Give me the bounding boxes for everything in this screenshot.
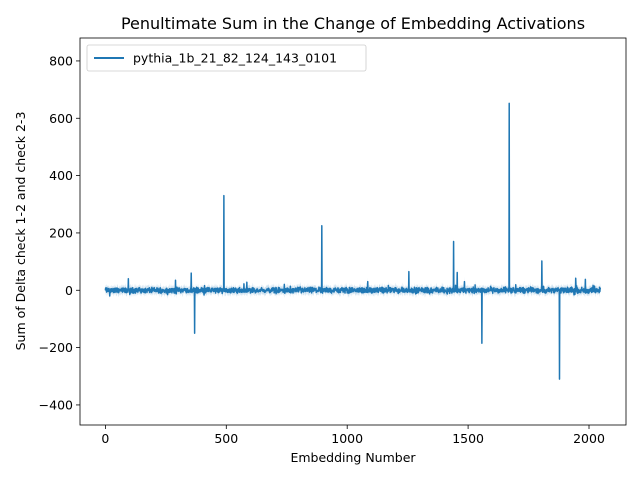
x-axis-label: Embedding Number: [290, 450, 416, 465]
y-tick-label: 400: [49, 168, 73, 183]
y-tick-label: 200: [49, 225, 73, 240]
y-tick-label: −400: [39, 397, 73, 412]
series-layer: [104, 102, 602, 380]
legend-label: pythia_1b_21_82_124_143_0101: [133, 51, 337, 66]
axes-background: [80, 38, 626, 425]
x-tick-label: 0: [101, 431, 109, 446]
y-axis: −400 −200 0 200 400 600 800: [39, 53, 80, 412]
legend-box: [86, 44, 367, 72]
x-tick-label: 2000: [573, 431, 605, 446]
x-axis: 0 500 1000 1500 2000: [101, 425, 605, 446]
y-tick-label: 600: [49, 111, 73, 126]
y-tick-label: 800: [49, 53, 73, 68]
x-tick-label: 1500: [452, 431, 484, 446]
y-tick-label: 0: [65, 283, 73, 298]
legend: pythia_1b_21_82_124_143_0101: [86, 44, 367, 72]
chart-title: Penultimate Sum in the Change of Embeddi…: [121, 14, 585, 33]
y-tick-label: −200: [39, 340, 73, 355]
x-tick-label: 1000: [331, 431, 363, 446]
y-axis-label: Sum of Delta check 1-2 and check 2-3: [13, 112, 28, 351]
axes-frame: [79, 37, 627, 426]
series-line: [104, 102, 602, 380]
plot-area: [79, 37, 627, 426]
x-tick-label: 500: [214, 431, 238, 446]
